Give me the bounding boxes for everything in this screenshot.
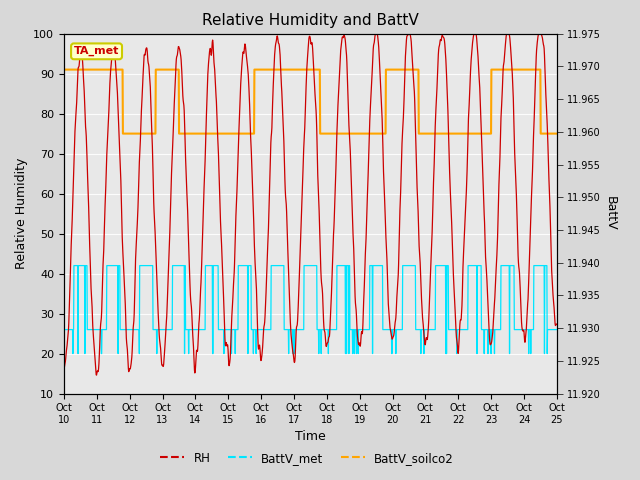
Title: Relative Humidity and BattV: Relative Humidity and BattV [202, 13, 419, 28]
Text: TA_met: TA_met [74, 46, 119, 57]
X-axis label: Time: Time [295, 431, 326, 444]
Legend: RH, BattV_met, BattV_soilco2: RH, BattV_met, BattV_soilco2 [156, 447, 459, 469]
Y-axis label: Relative Humidity: Relative Humidity [15, 158, 28, 269]
Y-axis label: BattV: BattV [604, 196, 617, 231]
